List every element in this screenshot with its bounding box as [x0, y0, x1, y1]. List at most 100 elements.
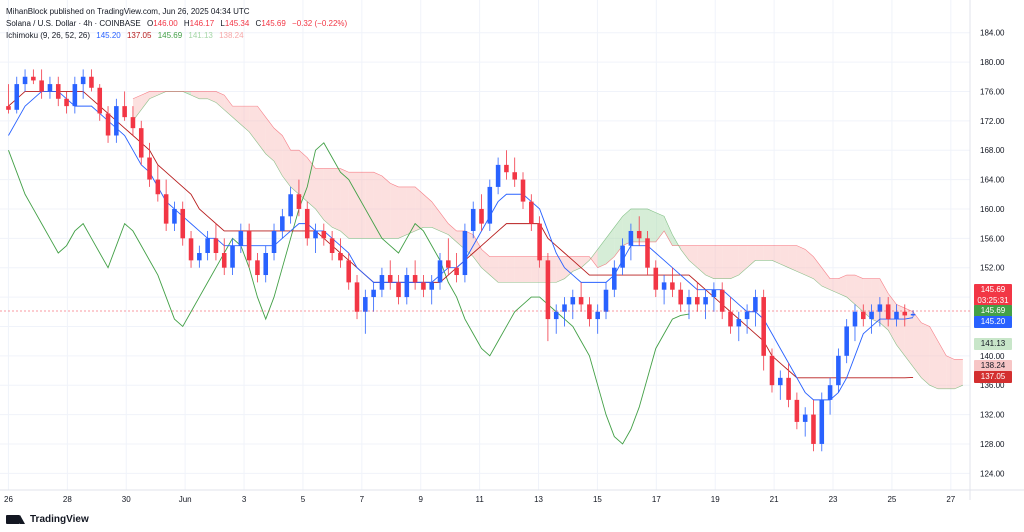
indicator-line: Ichimoku (9, 26, 52, 26) 145.20 137.05 1…	[6, 30, 347, 42]
candle-body	[72, 84, 78, 107]
time-tick-label: 23	[829, 495, 838, 504]
base-line-tag: 137.05	[974, 371, 1012, 383]
candle-body	[670, 282, 675, 290]
candle-body	[479, 208, 484, 224]
cloud-segment	[830, 278, 839, 294]
candle-body	[105, 113, 111, 136]
candle-body	[329, 238, 335, 253]
candle-body	[819, 399, 825, 444]
candle-body	[910, 313, 916, 316]
time-axis[interactable]: 26 28 30 Jun 3 5 7 9 11 13 15 17 19 21 23 25 27	[0, 489, 1024, 504]
ohlc-open-label: O	[146, 19, 154, 28]
candle-body	[64, 98, 69, 107]
time-tick-label: 11	[475, 495, 484, 504]
cloud-segment	[290, 150, 299, 195]
time-tick-label: 3	[242, 495, 247, 504]
cloud-segment	[132, 95, 142, 121]
cloud-segment	[415, 186, 424, 231]
candle-body	[562, 304, 567, 312]
time-tick-label: 7	[360, 495, 365, 504]
cloud-segment	[357, 172, 366, 239]
tradingview-logo[interactable]: TradingView	[6, 514, 89, 525]
price-tick-label: 140.00	[980, 352, 1005, 361]
chart-grid	[0, 0, 970, 490]
candle-body	[894, 311, 899, 320]
cloud-segment	[274, 128, 283, 176]
candle-body	[595, 311, 600, 320]
conversion-line-tag: 145.20	[974, 316, 1012, 328]
candle-body	[371, 289, 376, 298]
candle-body	[678, 289, 683, 305]
candle-body	[786, 377, 791, 400]
cloud-segment	[647, 208, 656, 242]
cloud-segment	[680, 245, 689, 261]
cloud-segment	[713, 245, 723, 279]
symbol-line: Solana / U.S. Dollar · 4h · COINBASE O14…	[6, 18, 347, 30]
price-tick-label: 160.00	[980, 205, 1005, 214]
cloud-segment	[821, 267, 831, 290]
candle-body	[404, 275, 410, 298]
candle-body	[553, 311, 559, 320]
cloud-segment	[373, 172, 382, 239]
ohlc-open-value: 146.00	[153, 19, 178, 28]
candle-body	[47, 84, 53, 92]
candle-body	[529, 201, 534, 224]
cloud-segment	[937, 341, 947, 389]
ichimoku-cloud	[132, 91, 963, 390]
cloud-segment	[406, 186, 416, 235]
time-tick-label: 26	[4, 495, 13, 504]
cloud-segment	[448, 223, 457, 242]
symbol-name[interactable]: Solana / U.S. Dollar · 4h · COINBASE	[6, 19, 141, 28]
candle-body	[603, 289, 609, 312]
candle-body	[6, 106, 11, 110]
ohlc-close-value: 145.69	[261, 19, 286, 28]
cloud-segment	[904, 308, 914, 367]
candle-body	[180, 208, 186, 239]
cloud-segment	[431, 201, 441, 231]
time-tick-label: 25	[887, 495, 896, 504]
candle-body	[454, 267, 459, 276]
span-a-tag: 138.24	[974, 360, 1012, 372]
candle-body	[711, 289, 717, 298]
time-tick-label: 21	[770, 495, 779, 504]
time-tick-label: 19	[711, 495, 720, 504]
candle-body	[246, 230, 252, 261]
candle-body	[354, 282, 360, 312]
cloud-segment	[954, 359, 963, 389]
cloud-segment	[232, 106, 241, 125]
candle-body	[338, 253, 343, 261]
price-tick-label: 168.00	[980, 146, 1005, 155]
candle-body	[686, 297, 692, 305]
cloud-segment	[282, 135, 291, 187]
price-axis[interactable]: 124.00 128.00 132.00 136.00 140.00 152.00 156.…	[969, 0, 1005, 500]
candle-body	[620, 245, 625, 268]
candle-body	[661, 282, 667, 290]
cloud-segment	[348, 172, 358, 239]
tradingview-logo-icon	[6, 515, 25, 524]
cloud-segment	[489, 256, 499, 283]
candle-body	[205, 238, 210, 253]
candle-body	[744, 311, 750, 320]
chart-header: MihanBlock published on TradingView.com,…	[6, 6, 347, 42]
cloud-segment	[523, 256, 532, 283]
cloud-segment	[506, 256, 515, 283]
cloud-segment	[763, 245, 772, 261]
candle-body	[263, 253, 269, 276]
price-tick-label: 184.00	[980, 29, 1005, 38]
cloud-segment	[838, 275, 847, 298]
cloud-segment	[805, 249, 814, 279]
price-tick-label: 180.00	[980, 58, 1005, 67]
indicator-conversion-value: 145.20	[96, 31, 121, 40]
candle-body	[736, 319, 742, 327]
price-tick-label: 128.00	[980, 440, 1005, 449]
candle-body	[221, 253, 227, 268]
cloud-segment	[913, 311, 922, 378]
candle-body	[346, 260, 352, 283]
candle-body	[296, 194, 302, 209]
cloud-segment	[498, 256, 507, 283]
indicator-name[interactable]: Ichimoku (9, 26, 52, 26)	[6, 31, 91, 40]
candle-body	[827, 385, 833, 400]
candle-body	[520, 179, 526, 202]
cloud-segment	[597, 238, 607, 268]
